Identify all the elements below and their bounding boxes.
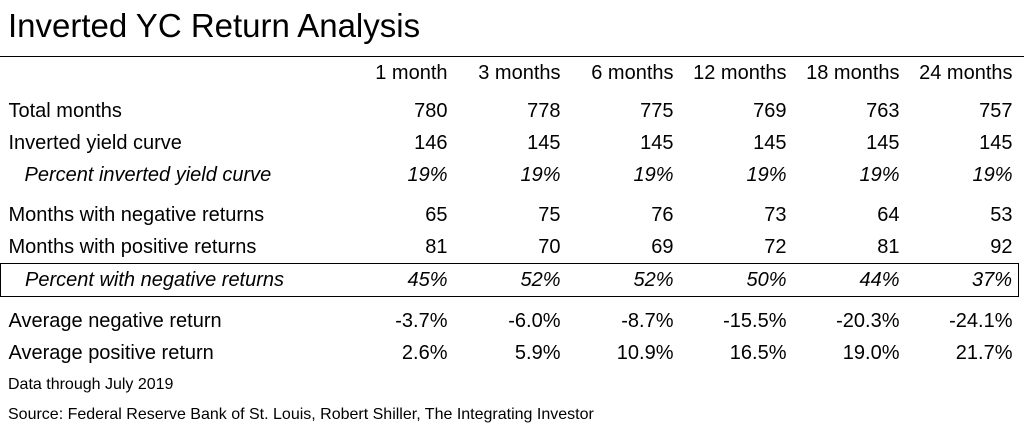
column-header: 1 month [375,61,448,84]
table-cell: 19% [407,163,448,186]
highlighted-row: Percent with negative returns 45% 52% 52… [0,263,1019,297]
source-note: Source: Federal Reserve Bank of St. Loui… [8,406,594,423]
table-cell: 21.7% [955,341,1013,364]
table-cell: 19% [859,163,900,186]
column-header: 18 months [806,61,900,84]
table-cell: 19% [520,163,561,186]
table-cell: 19.0% [842,341,900,364]
table-cell: 778 [527,99,561,122]
row-label: Months with negative returns [8,203,265,226]
table-cell: 780 [414,99,448,122]
table-cell: 70 [538,235,561,258]
table-cell: 16.5% [729,341,787,364]
table-cell: -8.7% [621,309,674,332]
table-cell: 5.9% [514,341,561,364]
row-label: Months with positive returns [8,235,257,258]
table-cell: 19% [746,163,787,186]
table-row: Inverted yield curve 146 145 145 145 145… [1,127,1019,159]
table-cell: 64 [877,203,900,226]
table-cell: 44% [792,263,906,297]
row-label: Total months [8,99,122,122]
column-header: 3 months [478,61,561,84]
table-cell: 65 [425,203,448,226]
header-row: 1 month 3 months 6 months 12 months 18 m… [1,57,1019,89]
title-divider [0,56,1024,57]
table-row: Months with negative returns 65 75 76 73… [1,199,1019,231]
table-cell: 19% [633,163,674,186]
table-cell: 145 [640,131,674,154]
table-row: Percent inverted yield curve 19% 19% 19%… [1,159,1019,191]
table-cell: -24.1% [949,309,1013,332]
table-cell: -15.5% [723,309,787,332]
row-label: Percent with negative returns [0,263,341,297]
return-analysis-table: 1 month 3 months 6 months 12 months 18 m… [0,57,1019,369]
column-header: 12 months [693,61,787,84]
table-row: Average negative return -3.7% -6.0% -8.7… [1,305,1019,337]
table-cell: 19% [972,163,1013,186]
table-cell: 37% [905,263,1019,297]
table-cell: 769 [753,99,787,122]
column-header: 6 months [591,61,674,84]
table-row: Average positive return 2.6% 5.9% 10.9% … [1,337,1019,369]
table-row: Months with positive returns 81 70 69 72… [1,231,1019,264]
table-cell: 50% [679,263,793,297]
table-cell: 763 [866,99,900,122]
column-header: 24 months [919,61,1013,84]
table-row: Total months 780 778 775 769 763 757 [1,95,1019,127]
row-label: Percent inverted yield curve [24,163,272,186]
table-cell: 757 [979,99,1013,122]
table-cell: -20.3% [836,309,900,332]
table-cell: 73 [764,203,787,226]
row-label: Average positive return [8,341,214,364]
table-cell: 52% [453,263,567,297]
table-cell: 45% [340,263,454,297]
table-cell: 145 [753,131,787,154]
table-cell: 75 [538,203,561,226]
table-cell: 145 [866,131,900,154]
row-label: Average negative return [8,309,222,332]
row-label: Inverted yield curve [8,131,182,154]
table-cell: 145 [979,131,1013,154]
table-cell: 775 [640,99,674,122]
table-cell: 81 [877,235,900,258]
page-title: Inverted YC Return Analysis [8,7,421,44]
header-corner [1,57,341,89]
table-cell: 145 [527,131,561,154]
data-through-note: Data through July 2019 [8,376,174,393]
table-cell: 81 [425,235,448,258]
table-cell: 52% [566,263,680,297]
table-cell: -6.0% [508,309,561,332]
table-cell: 69 [651,235,674,258]
table-cell: 146 [414,131,448,154]
table-cell: -3.7% [395,309,448,332]
table-cell: 10.9% [616,341,674,364]
table-cell: 2.6% [401,341,448,364]
table-cell: 92 [990,235,1013,258]
table-cell: 76 [651,203,674,226]
table-cell: 53 [990,203,1013,226]
table-cell: 72 [764,235,787,258]
